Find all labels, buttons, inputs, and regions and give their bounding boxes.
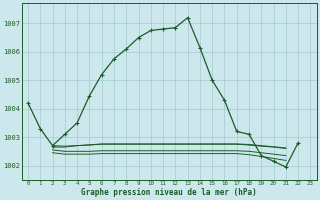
X-axis label: Graphe pression niveau de la mer (hPa): Graphe pression niveau de la mer (hPa) bbox=[81, 188, 257, 197]
